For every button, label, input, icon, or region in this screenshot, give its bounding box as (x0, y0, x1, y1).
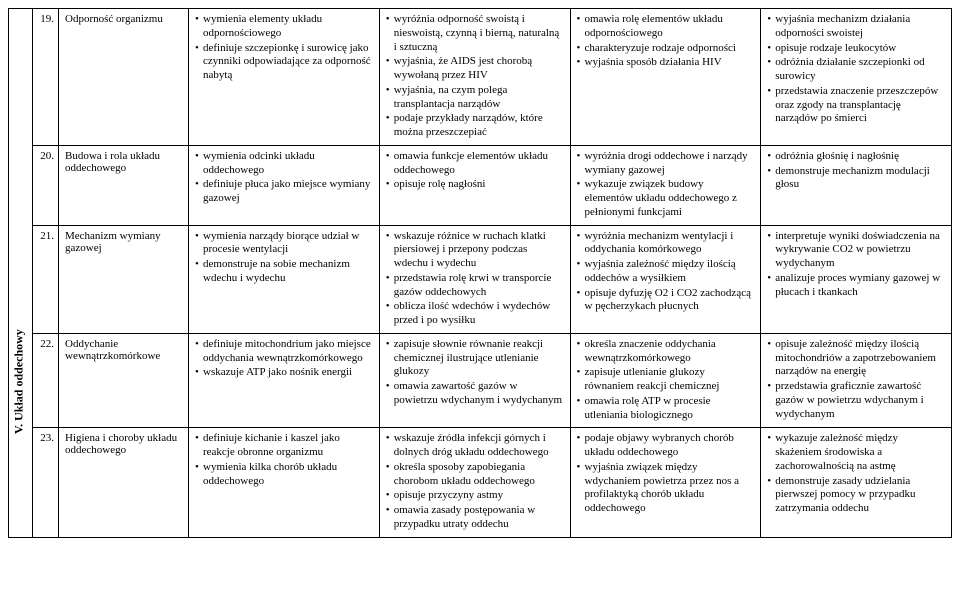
bullet-item: przedstawia rolę krwi w transporcie gazó… (386, 272, 564, 300)
bullet-item: definiuje szczepionkę i surowicę jako cz… (195, 42, 373, 83)
bullet-item: demonstruje zasady udzielania pierwszej … (767, 475, 945, 516)
row-topic: Odporność organizmu (59, 9, 189, 146)
bullet-item: wyjaśnia związek między wdychaniem powie… (577, 461, 755, 516)
bullet-item: opisuje zależność między ilością mitocho… (767, 338, 945, 379)
bullet-item: zapisuje słownie równanie reakcji chemic… (386, 338, 564, 379)
bullet-item: omawia funkcje elementów układu oddechow… (386, 150, 564, 178)
cell-c3: omawia rolę elementów układu odpornościo… (570, 9, 761, 146)
cell-c2: wskazuje źródła infekcji górnych i dolny… (379, 428, 570, 537)
bullet-item: wyjaśnia, że AIDS jest chorobą wywołaną … (386, 55, 564, 83)
section-spacer (9, 9, 33, 226)
bullet-item: definiuje płuca jako miejsce wymiany gaz… (195, 178, 373, 206)
bullet-item: podaje objawy wybranych chorób układu od… (577, 432, 755, 460)
bullet-item: definiuje mitochondrium jako miejsce odd… (195, 338, 373, 366)
bullet-item: wyjaśnia, na czym polega transplantacja … (386, 84, 564, 112)
cell-c3: określa znaczenie oddychania wewnątrzkom… (570, 333, 761, 428)
cell-c3: wyróżnia drogi oddechowe i narządy wymia… (570, 145, 761, 225)
bullet-item: oblicza ilość wdechów i wydechów przed i… (386, 300, 564, 328)
bullet-item: podaje przykłady narządów, które można p… (386, 112, 564, 140)
row-number: 21. (33, 225, 59, 333)
cell-c1: wymienia odcinki układu oddechowegodefin… (189, 145, 380, 225)
cell-c4: wykazuje zależność między skażeniem środ… (761, 428, 952, 537)
cell-c4: odróżnia głośnię i nagłośniędemonstruje … (761, 145, 952, 225)
curriculum-table: 19.Odporność organizmuwymienia elementy … (8, 8, 952, 538)
bullet-item: omawia zasady postępowania w przypadku u… (386, 504, 564, 532)
cell-c2: zapisuje słownie równanie reakcji chemic… (379, 333, 570, 428)
cell-c3: podaje objawy wybranych chorób układu od… (570, 428, 761, 537)
bullet-item: opisuje przyczyny astmy (386, 489, 564, 503)
bullet-item: charakteryzuje rodzaje odporności (577, 42, 755, 56)
bullet-item: odróżnia działanie szczepionki od surowi… (767, 56, 945, 84)
cell-c2: omawia funkcje elementów układu oddechow… (379, 145, 570, 225)
bullet-item: wyjaśnia zależność między ilością oddech… (577, 258, 755, 286)
table-row: V. Układ oddechowy21.Mechanizm wymiany g… (9, 225, 952, 333)
bullet-item: opisuje rolę nagłośni (386, 178, 564, 192)
bullet-item: omawia rolę elementów układu odpornościo… (577, 13, 755, 41)
table-row: 20.Budowa i rola układu oddechowegowymie… (9, 145, 952, 225)
row-topic: Oddychanie wewnątrzkomórkowe (59, 333, 189, 428)
table-row: 22.Oddychanie wewnątrzkomórkowedefiniuje… (9, 333, 952, 428)
row-topic: Mechanizm wymiany gazowej (59, 225, 189, 333)
bullet-item: omawia zawartość gazów w powietrzu wdych… (386, 380, 564, 408)
row-number: 20. (33, 145, 59, 225)
bullet-item: wymienia kilka chorób układu oddechowego (195, 461, 373, 489)
bullet-item: opisuje rodzaje leukocytów (767, 42, 945, 56)
bullet-item: opisuje dyfuzję O2 i CO2 zachodzącą w pę… (577, 287, 755, 315)
bullet-item: demonstruje mechanizm modulacji głosu (767, 165, 945, 193)
bullet-item: wskazuje różnice w ruchach klatki piersi… (386, 230, 564, 271)
bullet-item: wymienia narządy biorące udział w proces… (195, 230, 373, 258)
cell-c2: wskazuje różnice w ruchach klatki piersi… (379, 225, 570, 333)
bullet-item: odróżnia głośnię i nagłośnię (767, 150, 945, 164)
bullet-item: określa sposoby zapobiegania chorobom uk… (386, 461, 564, 489)
bullet-item: wskazuje źródła infekcji górnych i dolny… (386, 432, 564, 460)
bullet-item: określa znaczenie oddychania wewnątrzkom… (577, 338, 755, 366)
cell-c3: wyróżnia mechanizm wentylacji i oddychan… (570, 225, 761, 333)
cell-c4: wyjaśnia mechanizm działania odporności … (761, 9, 952, 146)
bullet-item: demonstruje na sobie mechanizm wdechu i … (195, 258, 373, 286)
cell-c1: definiuje kichanie i kaszel jako reakcje… (189, 428, 380, 537)
row-topic: Higiena i choroby układu oddechowego (59, 428, 189, 537)
cell-c2: wyróżnia odporność swoistą i nieswoistą,… (379, 9, 570, 146)
bullet-item: definiuje kichanie i kaszel jako reakcje… (195, 432, 373, 460)
row-topic: Budowa i rola układu oddechowego (59, 145, 189, 225)
bullet-item: wykazuje związek budowy elementów układu… (577, 178, 755, 219)
bullet-item: wyróżnia mechanizm wentylacji i oddychan… (577, 230, 755, 258)
cell-c1: wymienia narządy biorące udział w proces… (189, 225, 380, 333)
bullet-item: zapisuje utlenianie glukozy równaniem re… (577, 366, 755, 394)
row-number: 19. (33, 9, 59, 146)
table-row: 19.Odporność organizmuwymienia elementy … (9, 9, 952, 146)
bullet-item: wymienia elementy układu odpornościowego (195, 13, 373, 41)
bullet-item: wymienia odcinki układu oddechowego (195, 150, 373, 178)
cell-c1: wymienia elementy układu odpornościowego… (189, 9, 380, 146)
bullet-item: analizuje proces wymiany gazowej w płuca… (767, 272, 945, 300)
bullet-item: wyróżnia odporność swoistą i nieswoistą,… (386, 13, 564, 54)
bullet-item: wyróżnia drogi oddechowe i narządy wymia… (577, 150, 755, 178)
bullet-item: przedstawia znaczenie przeszczepów oraz … (767, 85, 945, 126)
cell-c1: definiuje mitochondrium jako miejsce odd… (189, 333, 380, 428)
section-label: V. Układ oddechowy (9, 225, 33, 537)
cell-c4: opisuje zależność między ilością mitocho… (761, 333, 952, 428)
bullet-item: wyjaśnia mechanizm działania odporności … (767, 13, 945, 41)
row-number: 23. (33, 428, 59, 537)
cell-c4: interpretuje wyniki doświadczenia na wyk… (761, 225, 952, 333)
bullet-item: wykazuje zależność między skażeniem środ… (767, 432, 945, 473)
bullet-item: wyjaśnia sposób działania HIV (577, 56, 755, 70)
table-row: 23.Higiena i choroby układu oddechowegod… (9, 428, 952, 537)
bullet-item: przedstawia graficznie zawartość gazów w… (767, 380, 945, 421)
bullet-item: omawia rolę ATP w procesie utleniania bi… (577, 395, 755, 423)
bullet-item: interpretuje wyniki doświadczenia na wyk… (767, 230, 945, 271)
bullet-item: wskazuje ATP jako nośnik energii (195, 366, 373, 380)
row-number: 22. (33, 333, 59, 428)
